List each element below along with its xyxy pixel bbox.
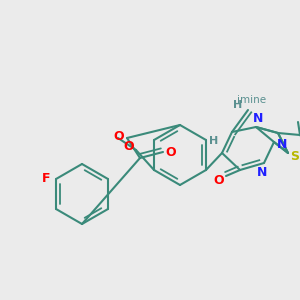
Text: H: H	[233, 100, 243, 110]
Text: N: N	[257, 167, 267, 179]
Text: N: N	[277, 137, 287, 151]
Text: S: S	[290, 151, 299, 164]
Text: O: O	[214, 173, 224, 187]
Text: imine: imine	[237, 95, 267, 105]
Text: O: O	[166, 146, 176, 158]
Text: O: O	[114, 130, 124, 142]
Text: F: F	[42, 172, 50, 185]
Text: N: N	[253, 112, 263, 125]
Text: O: O	[124, 140, 134, 152]
Text: H: H	[209, 136, 219, 146]
